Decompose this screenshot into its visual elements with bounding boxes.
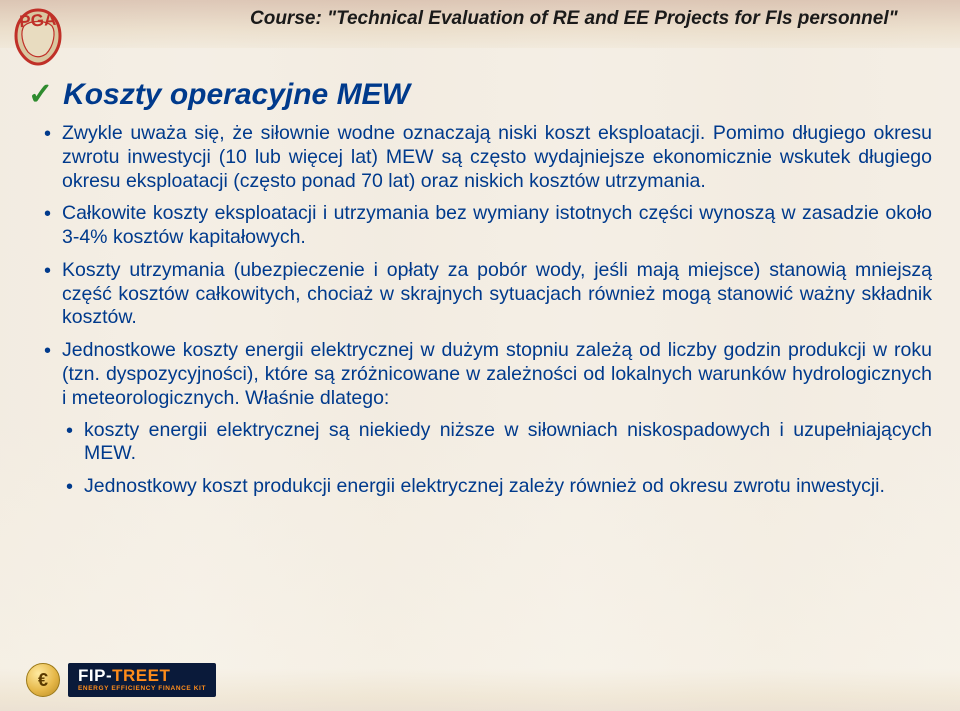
footer-logo: € FIP-TREET ENERGY EFFICIENCY FINANCE KI… [26,663,216,697]
check-icon: ✓ [28,80,53,110]
svg-text:PGA: PGA [19,10,57,32]
sub-bullet-list: koszty energii elektrycznej są niekiedy … [62,419,932,499]
content-area: ✓ Koszty operacyjne MEW Zwykle uważa się… [28,78,932,508]
fip-treet-logo: FIP-TREET ENERGY EFFICIENCY FINANCE KIT [68,663,216,697]
slide: PGA Course: "Technical Evaluation of RE … [0,0,960,711]
list-item-text: Jednostkowe koszty energii elektrycznej … [62,339,932,409]
bullet-list: Zwykle uważa się, że siłownie wodne ozna… [28,122,932,499]
euro-symbol: € [38,670,48,691]
title-row: ✓ Koszty operacyjne MEW [28,78,932,112]
list-item: Całkowite koszty eksploatacji i utrzyman… [62,202,932,250]
fip-white: FIP- [78,666,112,685]
fip-main-text: FIP-TREET [78,667,206,684]
list-item: koszty energii elektrycznej są niekiedy … [84,419,932,467]
course-header: Course: "Technical Evaluation of RE and … [250,8,950,30]
euro-badge-icon: € [26,663,60,697]
list-item: Zwykle uważa się, że siłownie wodne ozna… [62,122,932,193]
list-item: Jednostkowy koszt produkcji energii elek… [84,475,932,499]
pga-logo: PGA [6,6,70,68]
list-item: Koszty utrzymania (ubezpieczenie i opłat… [62,259,932,330]
list-item: Jednostkowe koszty energii elektrycznej … [62,339,932,499]
fip-orange: TREET [112,666,170,685]
page-title: Koszty operacyjne MEW [63,78,410,112]
fip-subtitle: ENERGY EFFICIENCY FINANCE KIT [78,685,206,692]
